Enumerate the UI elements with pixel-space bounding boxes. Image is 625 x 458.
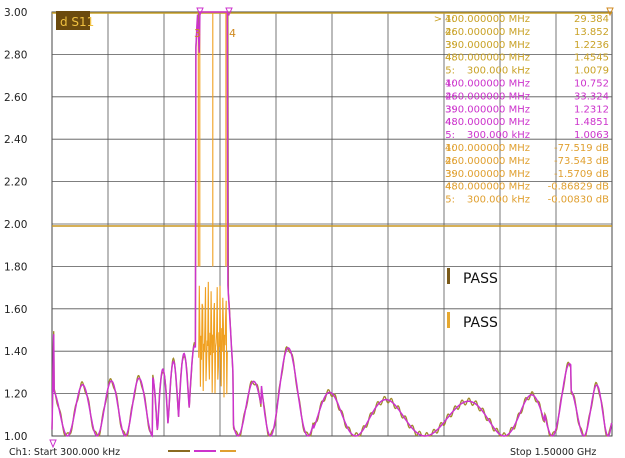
marker-id: 1:	[445, 143, 455, 154]
marker-value: 13.852	[574, 27, 609, 38]
y-tick-label: 2.20	[4, 177, 27, 189]
marker-id: 3:	[445, 169, 455, 180]
limit-test-2-swatch	[447, 312, 450, 328]
marker-frequency: 480.000000 MHz	[445, 117, 530, 128]
marker-flags[interactable]: 3 4	[49, 7, 614, 449]
y-tick-label: 2.60	[4, 92, 27, 104]
marker-frequency: 480.000000 MHz	[445, 53, 530, 64]
y-axis-ticks: 3.00 2.80 2.60 2.40 2.20 2.00 1.80 1.60 1.40 1.20…	[4, 7, 27, 443]
marker-value: 1.0063	[574, 130, 609, 141]
marker-value: 1.4545	[574, 53, 609, 64]
y-tick-label: 1.80	[4, 261, 27, 273]
y-tick-label: 3.00	[4, 7, 27, 19]
marker-3-label: 3	[194, 27, 201, 40]
marker-id: 1:	[445, 79, 455, 90]
marker-value: 1.0079	[574, 66, 609, 77]
marker-id: 5:	[445, 130, 455, 141]
plot-grid	[51, 11, 613, 437]
marker-id: 4:	[445, 117, 455, 128]
marker-1-flag-icon[interactable]	[606, 7, 614, 17]
limit-test-1: PASS	[447, 268, 498, 287]
marker-value: -0.00830 dB	[548, 195, 609, 206]
trace-s11-orange	[197, 12, 228, 398]
marker-id: 3:	[445, 40, 455, 51]
y-tick-label: 1.40	[4, 346, 27, 358]
y-tick-label: 2.40	[4, 134, 27, 146]
marker-id: 2:	[445, 156, 455, 167]
marker-frequency: 460.000000 MHz	[445, 156, 530, 167]
marker-4-flag-icon[interactable]	[225, 7, 233, 17]
marker-frequency: 400.000000 MHz	[445, 79, 530, 90]
marker-frequency: 460.000000 MHz	[445, 91, 530, 102]
marker-frequency: 390.000000 MHz	[445, 169, 530, 180]
marker-value: 33.324	[574, 91, 609, 102]
trace-s11-magenta	[51, 11, 613, 438]
marker-value: -73.543 dB	[554, 156, 609, 167]
stop-frequency[interactable]: Stop 1.50000 GHz	[510, 447, 596, 458]
y-tick-label: 2.80	[4, 49, 27, 61]
limit-test-1-result: PASS	[463, 271, 498, 287]
start-frequency[interactable]: Ch1: Start 300.000 kHz	[9, 447, 120, 458]
marker-frequency: 300.000 kHz	[467, 130, 530, 141]
marker-value: 1.4851	[574, 117, 609, 128]
marker-id: 5:	[445, 66, 455, 77]
marker-id: 4:	[445, 182, 455, 193]
marker-value: 1.2236	[574, 40, 609, 51]
y-tick-label: 1.00	[4, 431, 27, 443]
marker-id: 3:	[445, 104, 455, 115]
marker-frequency: 400.000000 MHz	[445, 14, 530, 25]
trace-label: d S11	[60, 15, 94, 29]
marker-4-label: 4	[229, 27, 236, 40]
marker-frequency: 300.000 kHz	[467, 66, 530, 77]
marker-id: 2:	[445, 91, 455, 102]
marker-3-flag-icon[interactable]	[196, 7, 204, 17]
marker-value: -77.519 dB	[554, 143, 609, 154]
y-tick-label: 1.20	[4, 389, 27, 401]
marker-frequency: 400.000000 MHz	[445, 143, 530, 154]
marker-frequency: 300.000 kHz	[467, 195, 530, 206]
marker-frequency: 390.000000 MHz	[445, 104, 530, 115]
limit-test-2-result: PASS	[463, 315, 498, 331]
y-tick-label: 2.00	[4, 219, 27, 231]
marker-value: 1.2312	[574, 104, 609, 115]
marker-value: 10.752	[574, 79, 609, 90]
marker-id: 4:	[445, 53, 455, 64]
marker-frequency: 460.000000 MHz	[445, 27, 530, 38]
marker-value: -1.5709 dB	[554, 169, 609, 180]
trace-label-badge[interactable]: d S11	[56, 11, 94, 30]
limit-test-1-swatch	[447, 268, 450, 284]
limit-test-2: PASS	[447, 312, 498, 331]
marker-5-flag-icon[interactable]	[49, 439, 57, 449]
marker-value: 29.384	[574, 14, 609, 25]
marker-id: > 1:	[434, 14, 455, 25]
marker-id: 2:	[445, 27, 455, 38]
marker-value: -0.86829 dB	[548, 182, 609, 193]
y-tick-label: 1.60	[4, 304, 27, 316]
marker-frequency: 390.000000 MHz	[445, 40, 530, 51]
marker-id: 5:	[445, 195, 455, 206]
marker-frequency: 480.000000 MHz	[445, 182, 530, 193]
